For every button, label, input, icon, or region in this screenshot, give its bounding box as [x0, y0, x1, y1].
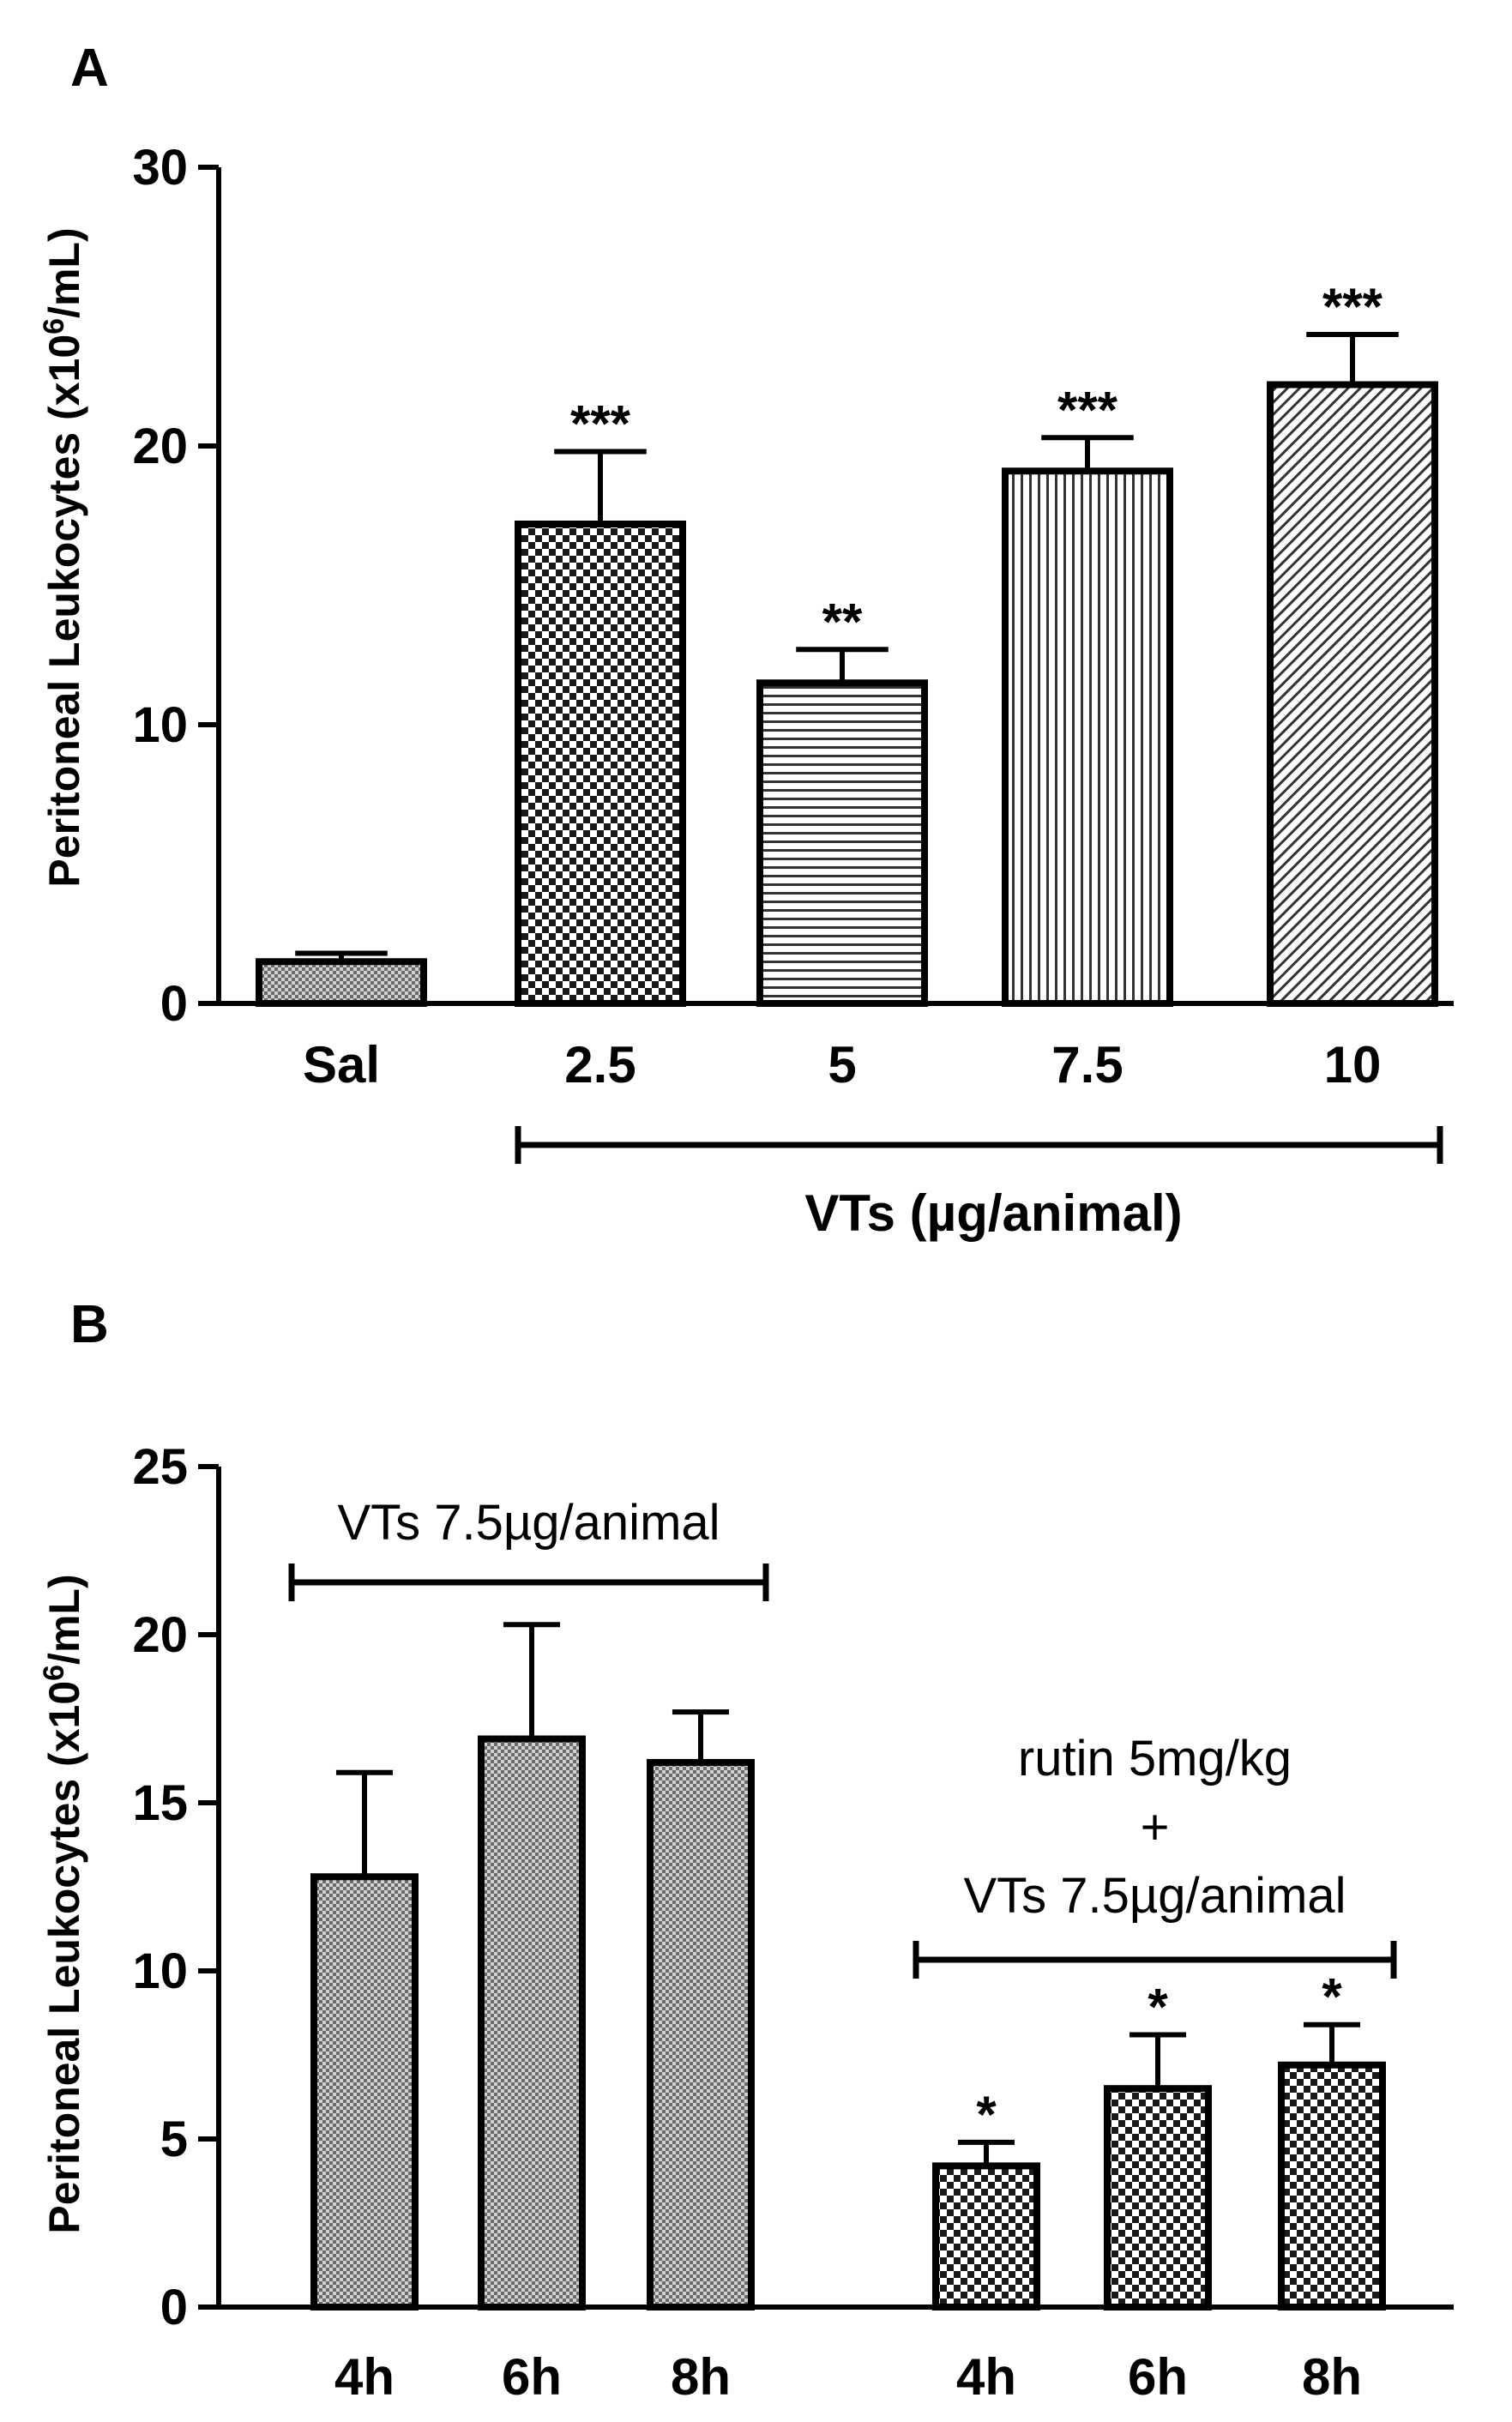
x-tick-label: Sal [303, 1036, 380, 1094]
y-tick-label: 10 [132, 1943, 188, 1999]
bar [478, 1735, 586, 2311]
panel-a-group-bracket [515, 1126, 1443, 1164]
bar [647, 1758, 755, 2311]
bar [256, 958, 427, 1007]
y-tick-label: 0 [160, 976, 188, 1032]
y-tick-label: 20 [132, 419, 188, 474]
y-tick-label: 5 [160, 2112, 188, 2167]
bar [1002, 467, 1173, 1007]
x-tick-label: 6h [502, 2348, 562, 2406]
bar [1278, 2061, 1386, 2311]
panel-a-x-tick-labels: Sal 2.5 5 7.5 10 [303, 1036, 1381, 1094]
panel-a-group-label: VTs (µg/animal) [804, 1184, 1182, 1242]
panel-a: A Peritoneal Leukocytes (x106/mL) 0 10 20 3… [38, 39, 1454, 1242]
significance-marker: * [1322, 1968, 1342, 2026]
significance-marker: *** [1322, 278, 1383, 335]
panel-a-y-axis-title: Peritoneal Leukocytes (x106/mL) [38, 227, 88, 887]
panel-b-letter: B [70, 1295, 109, 1354]
y-tick-label: 0 [160, 2280, 188, 2335]
bar [515, 521, 686, 1007]
bar [1267, 381, 1438, 1007]
x-tick-label: 6h [1128, 2348, 1188, 2406]
panel-b-axes [216, 1467, 1454, 2310]
group-label: VTs 7.5µg/animal [337, 1495, 720, 1551]
x-tick-label: 8h [671, 2348, 731, 2406]
panel-a-letter: A [70, 39, 109, 98]
x-tick-label: 8h [1302, 2348, 1362, 2406]
y-tick-label: 25 [132, 1439, 188, 1495]
bar [1104, 2085, 1212, 2311]
panel-b-bars: * * * [310, 1622, 1386, 2311]
panel-b-group-brackets: VTs 7.5µg/animal rutin 5mg/kg + VTs 7.5µg/a… [288, 1495, 1397, 1979]
panel-b-y-axis-title: Peritoneal Leukocytes (x106/mL) [38, 1574, 88, 2233]
group-label: rutin 5mg/kg [1018, 1731, 1292, 1786]
bar [756, 679, 928, 1007]
y-tick-label: 20 [132, 1607, 188, 1663]
group-label: VTs 7.5µg/animal [963, 1868, 1346, 1924]
x-tick-label: 2.5 [564, 1036, 636, 1094]
y-tick-label: 10 [132, 697, 188, 753]
x-tick-label: 7.5 [1051, 1036, 1123, 1094]
significance-marker: *** [1057, 381, 1118, 438]
panel-a-bars: *********** [256, 278, 1438, 1007]
bar [932, 2162, 1040, 2311]
x-tick-label: 4h [956, 2348, 1016, 2406]
significance-marker: *** [570, 395, 631, 453]
x-tick-label: 10 [1324, 1036, 1382, 1094]
panel-b-x-tick-labels: 4h 6h 8h 4h 6h 8h [334, 2348, 1362, 2406]
x-tick-label: 5 [828, 1036, 856, 1094]
y-tick-label: 30 [132, 140, 188, 196]
bar [310, 1873, 419, 2311]
significance-marker: * [976, 2086, 997, 2143]
group-label: + [1141, 1799, 1170, 1855]
x-tick-label: 4h [334, 2348, 395, 2406]
significance-marker: ** [822, 593, 863, 650]
panel-b: B Peritoneal Leukocytes (x106/mL) 0 5 10 15… [38, 1295, 1454, 2406]
panel-a-y-ticks: 0 10 20 30 [132, 140, 219, 1032]
panel-b-y-ticks: 0 5 10 15 20 25 [132, 1439, 219, 2335]
significance-marker: * [1148, 1978, 1168, 2035]
y-tick-label: 15 [132, 1775, 188, 1831]
